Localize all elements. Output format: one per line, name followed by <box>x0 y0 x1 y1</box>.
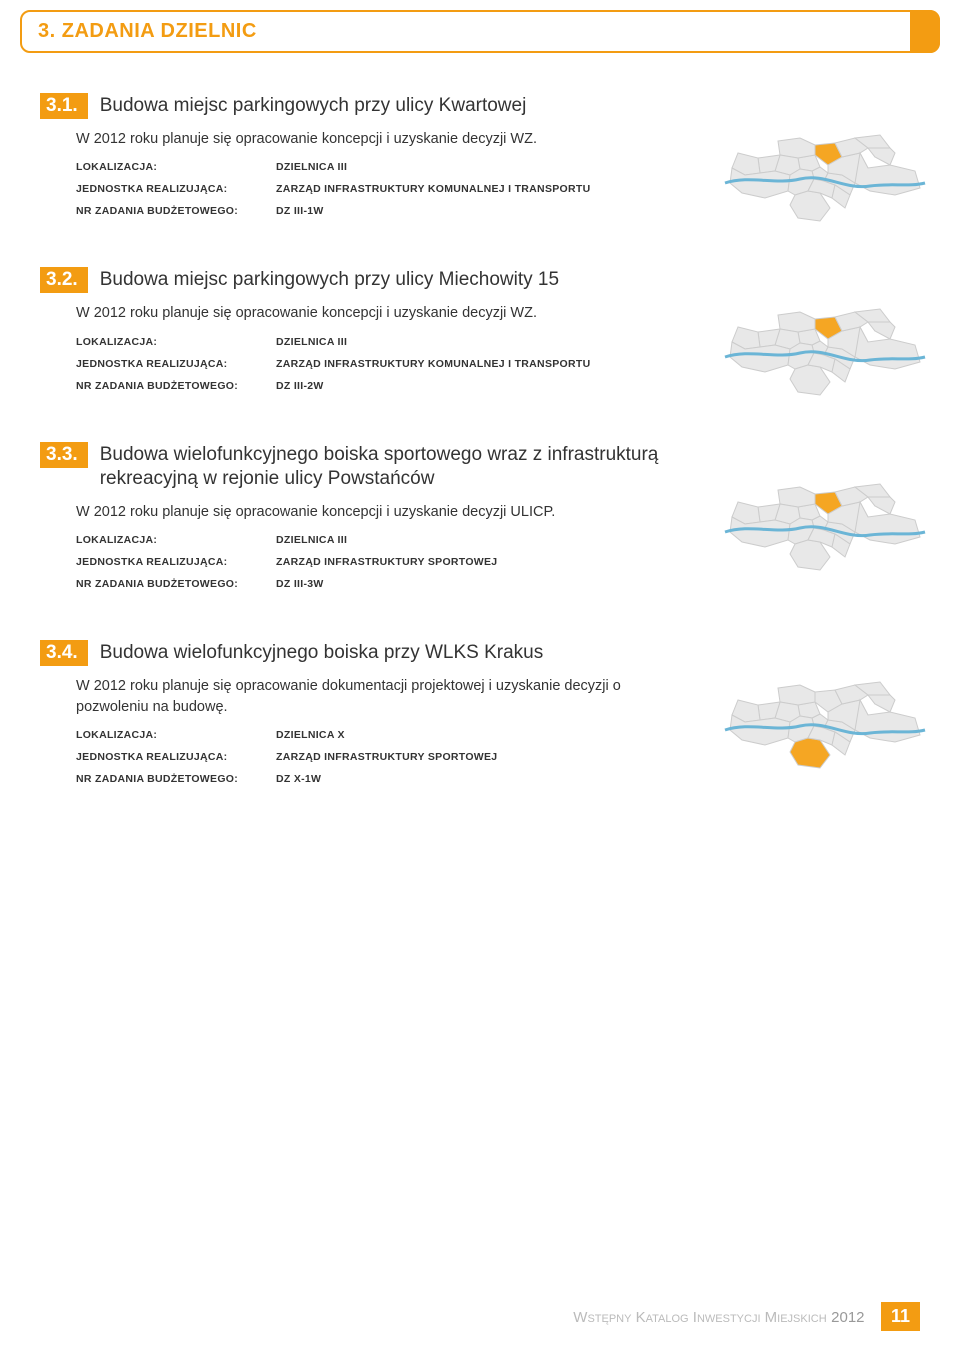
task-number: 3.4. <box>40 640 88 666</box>
footer-year: 2012 <box>831 1309 864 1326</box>
task-heading: 3.4. Budowa wielofunkcyjnego boiska przy… <box>40 640 730 666</box>
task-number: 3.2. <box>40 267 88 293</box>
meta-label-nr: NR ZADANIA BUDŻETOWEGO: <box>76 578 276 590</box>
meta-label-lokalizacja: LOKALIZACJA: <box>76 534 276 546</box>
meta-value-jednostka: ZARZĄD INFRASTRUKTURY KOMUNALNEJ I TRANS… <box>276 183 591 195</box>
task-3-3: 3.3. Budowa wielofunkcyjnego boiska spor… <box>40 442 920 591</box>
task-title: Budowa wielofunkcyjnego boiska przy WLKS… <box>100 641 544 666</box>
meta-label-nr: NR ZADANIA BUDŻETOWEGO: <box>76 380 276 392</box>
district-map <box>720 462 930 592</box>
meta-value-lokalizacja: DZIELNICA III <box>276 534 347 546</box>
meta-label-jednostka: JEDNOSTKA REALIZUJĄCA: <box>76 751 276 763</box>
meta-label-nr: NR ZADANIA BUDŻETOWEGO: <box>76 773 276 785</box>
meta-label-nr: NR ZADANIA BUDŻETOWEGO: <box>76 205 276 217</box>
task-title: Budowa miejsc parkingowych przy ulicy Kw… <box>100 94 527 119</box>
meta-label-jednostka: JEDNOSTKA REALIZUJĄCA: <box>76 183 276 195</box>
section-title: 3. ZADANIA DZIELNIC <box>38 20 257 42</box>
meta-value-jednostka: ZARZĄD INFRASTRUKTURY KOMUNALNEJ I TRANS… <box>276 358 591 370</box>
meta-value-jednostka: ZARZĄD INFRASTRUKTURY SPORTOWEJ <box>276 556 497 568</box>
district-map <box>720 113 930 243</box>
task-heading: 3.1. Budowa miejsc parkingowych przy uli… <box>40 93 730 119</box>
task-title: Budowa wielofunkcyjnego boiska sportoweg… <box>100 443 730 492</box>
task-description: W 2012 roku planuje się opracowanie konc… <box>76 502 636 522</box>
section-header: 3. ZADANIA DZIELNIC <box>20 10 940 53</box>
task-description: W 2012 roku planuje się opracowanie konc… <box>76 303 636 323</box>
task-number: 3.1. <box>40 93 88 119</box>
page-footer: Wstępny Katalog Inwestycji Miejskich 201… <box>40 1302 920 1331</box>
meta-value-lokalizacja: DZIELNICA III <box>276 336 347 348</box>
meta-value-jednostka: ZARZĄD INFRASTRUKTURY SPORTOWEJ <box>276 751 497 763</box>
task-3-4: 3.4. Budowa wielofunkcyjnego boiska przy… <box>40 640 920 785</box>
task-number: 3.3. <box>40 442 88 468</box>
meta-label-lokalizacja: LOKALIZACJA: <box>76 161 276 173</box>
task-description: W 2012 roku planuje się opracowanie doku… <box>76 676 636 717</box>
task-heading: 3.3. Budowa wielofunkcyjnego boiska spor… <box>40 442 730 492</box>
meta-value-lokalizacja: DZIELNICA III <box>276 161 347 173</box>
task-heading: 3.2. Budowa miejsc parkingowych przy uli… <box>40 267 730 293</box>
meta-value-nr: DZ III-2W <box>276 380 324 392</box>
meta-value-nr: DZ III-1W <box>276 205 324 217</box>
footer-page-number: 11 <box>881 1302 920 1331</box>
content: 3.1. Budowa miejsc parkingowych przy uli… <box>0 53 960 785</box>
meta-value-nr: DZ III-3W <box>276 578 324 590</box>
meta-value-nr: DZ X-1W <box>276 773 321 785</box>
meta-label-jednostka: JEDNOSTKA REALIZUJĄCA: <box>76 358 276 370</box>
district-map <box>720 287 930 417</box>
meta-label-jednostka: JEDNOSTKA REALIZUJĄCA: <box>76 556 276 568</box>
task-3-2: 3.2. Budowa miejsc parkingowych przy uli… <box>40 267 920 391</box>
footer-catalog-title: Wstępny Katalog Inwestycji Miejskich <box>573 1309 826 1326</box>
meta-label-lokalizacja: LOKALIZACJA: <box>76 729 276 741</box>
district-map <box>720 660 930 790</box>
task-title: Budowa miejsc parkingowych przy ulicy Mi… <box>100 268 559 293</box>
meta-value-lokalizacja: DZIELNICA X <box>276 729 345 741</box>
meta-label-lokalizacja: LOKALIZACJA: <box>76 336 276 348</box>
task-3-1: 3.1. Budowa miejsc parkingowych przy uli… <box>40 93 920 217</box>
task-description: W 2012 roku planuje się opracowanie konc… <box>76 129 636 149</box>
